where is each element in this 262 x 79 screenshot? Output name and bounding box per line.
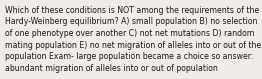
Text: Which of these conditions is NOT among the requirements of the: Which of these conditions is NOT among t… bbox=[5, 6, 259, 15]
Text: of one phenotype over another C) not net mutations D) random: of one phenotype over another C) not net… bbox=[5, 29, 254, 38]
Text: population Exam- large population became a choice so answer:: population Exam- large population became… bbox=[5, 52, 253, 61]
Text: mating population E) no net migration of alleles into or out of the: mating population E) no net migration of… bbox=[5, 41, 261, 50]
Text: Hardy-Weinberg equilibrium? A) small population B) no selection: Hardy-Weinberg equilibrium? A) small pop… bbox=[5, 17, 257, 26]
Text: abundant migration of alleles into or out of population: abundant migration of alleles into or ou… bbox=[5, 64, 217, 73]
